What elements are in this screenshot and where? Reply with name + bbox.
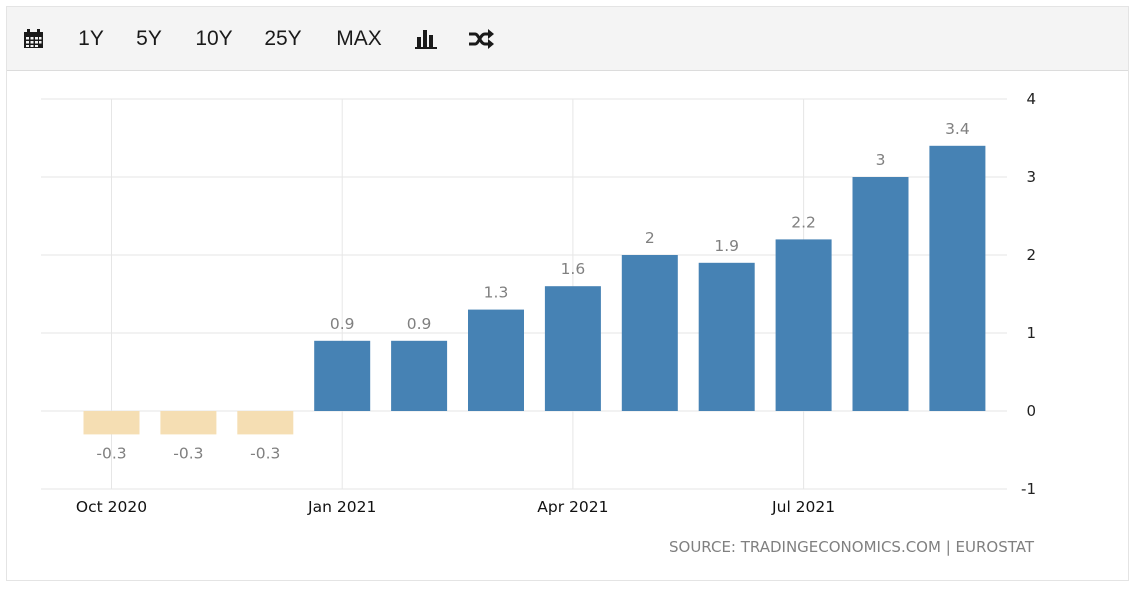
axes: -1 0 1 2 3 4 Oct 2020 Jan 2021 Apr 2021 Jul 2021 [76,90,1036,516]
calendar-icon[interactable] [19,7,47,71]
value-label: 2 [645,229,655,247]
range-max-button[interactable]: MAX [336,27,382,50]
bar-oct-2020[interactable] [83,411,140,435]
x-tick-label: Jan 2021 [307,498,376,516]
bar-feb-2021[interactable] [391,340,448,411]
bar-apr-2021[interactable] [544,286,601,411]
bar-jul-2021[interactable] [775,239,832,411]
value-label: 0.9 [407,315,432,333]
x-tick-label: Apr 2021 [537,498,608,516]
range-5y-button[interactable]: 5Y [136,27,162,50]
bar-jan-2021[interactable] [314,340,371,411]
shuffle-icon[interactable] [466,7,496,71]
chart-panel: 1Y 5Y 10Y 25Y MAX -0.3 -0.3 -0.3 0. [6,6,1129,581]
source-label: SOURCE: TRADINGECONOMICS.COM | EUROSTAT [669,538,1035,556]
bar-chart: -0.3 -0.3 -0.3 0.9 0.9 1.3 1.6 2 1.9 2.2 3 3.4 -1 0 1… [41,90,1036,556]
value-label: 2.2 [791,213,816,231]
y-tick-label: 3 [1026,168,1036,186]
bar-chart-icon[interactable] [413,7,439,71]
value-label: -0.3 [250,444,280,462]
bar-dec-2020[interactable] [237,411,294,435]
y-tick-label: 1 [1026,324,1036,342]
bars [83,145,986,435]
value-label: 1.6 [561,260,586,278]
value-label: 3 [876,151,886,169]
range-1y-button[interactable]: 1Y [78,27,104,50]
bar-may-2021[interactable] [621,255,678,411]
y-tick-label: 0 [1026,402,1036,420]
value-label: 3.4 [945,120,970,138]
value-label: 1.9 [714,237,739,255]
chart-toolbar: 1Y 5Y 10Y 25Y MAX [7,7,1128,71]
value-label: 1.3 [484,284,509,302]
y-tick-label: 2 [1026,246,1036,264]
x-tick-label: Oct 2020 [76,498,147,516]
value-label: -0.3 [96,444,126,462]
range-10y-button[interactable]: 10Y [195,27,233,50]
range-25y-button[interactable]: 25Y [264,27,302,50]
y-tick-label: 4 [1026,90,1036,108]
value-label: 0.9 [330,315,355,333]
y-tick-label: -1 [1021,480,1036,498]
value-label: -0.3 [173,444,203,462]
bar-aug-2021[interactable] [852,177,909,411]
bar-mar-2021[interactable] [468,309,524,411]
value-labels: -0.3 -0.3 -0.3 0.9 0.9 1.3 1.6 2 1.9 2.2 3 3.4 [96,120,969,463]
x-tick-label: Jul 2021 [771,498,835,516]
bar-jun-2021[interactable] [698,262,755,411]
chart-area: -0.3 -0.3 -0.3 0.9 0.9 1.3 1.6 2 1.9 2.2 3 3.4 -1 0 1… [7,71,1130,580]
bar-nov-2020[interactable] [160,411,217,435]
bar-sep-2021[interactable] [929,145,986,412]
